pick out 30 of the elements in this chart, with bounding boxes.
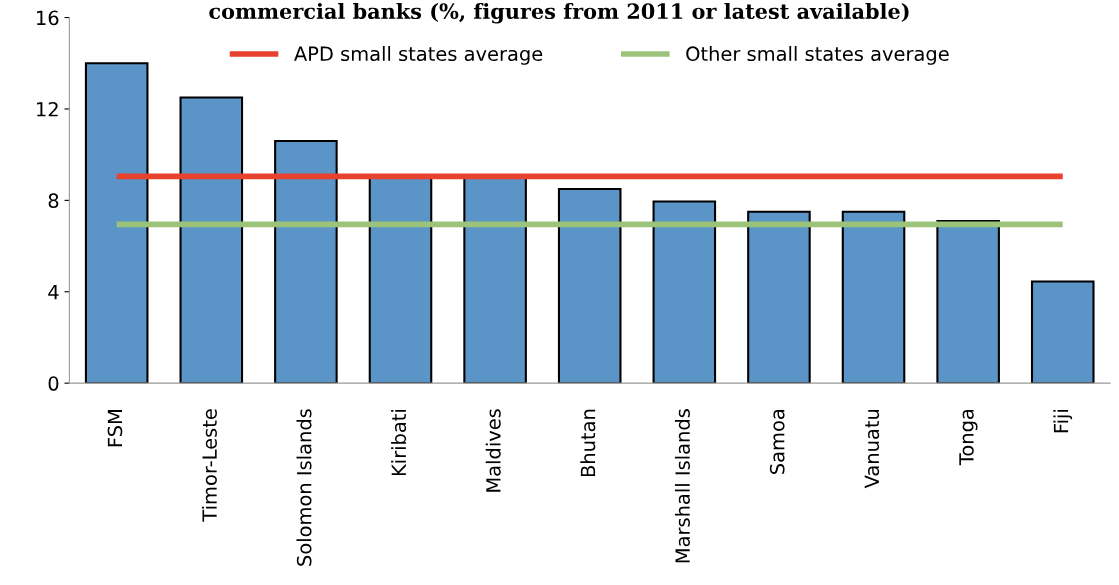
bar <box>463 176 527 384</box>
bar <box>368 176 433 384</box>
bar <box>841 210 906 384</box>
chart-title: commercial banks (%, figures from 2011 or latest available) <box>209 2 909 24</box>
x-tick-label: Timor-Leste <box>201 409 217 522</box>
bar <box>179 96 244 384</box>
x-tick-label: FSM <box>107 410 123 447</box>
x-tick-label: Vanuatu <box>864 409 880 489</box>
y-tick-label: 0 <box>48 376 59 391</box>
bar <box>652 200 717 384</box>
y-tick-label: 4 <box>48 284 59 300</box>
bar <box>936 219 1000 384</box>
legend-label: Other small states average <box>686 46 949 65</box>
x-tick-label: Bhutan <box>580 409 596 477</box>
bar <box>747 210 811 384</box>
legend-label: APD small states average <box>294 46 543 65</box>
x-tick-label: Solomon Islands <box>296 409 312 566</box>
bar <box>1030 280 1095 384</box>
x-tick-label: Samoa <box>769 409 785 474</box>
bar <box>274 139 338 384</box>
y-tick-label: 12 <box>37 101 58 117</box>
y-tick-label: 8 <box>48 193 59 209</box>
x-tick-label: Maldives <box>485 409 501 492</box>
bar <box>84 62 149 384</box>
bar <box>557 187 622 384</box>
x-tick-label: Kiribati <box>391 410 407 476</box>
x-tick-label: Fiji <box>1053 410 1073 433</box>
x-tick-label: Marshall Islands <box>674 409 690 563</box>
x-tick-label: Tonga <box>959 409 978 466</box>
y-tick-label: 16 <box>37 10 59 26</box>
